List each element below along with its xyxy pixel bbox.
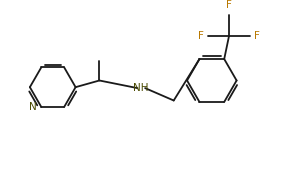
Text: N: N <box>29 102 36 112</box>
Text: NH: NH <box>133 83 148 93</box>
Text: F: F <box>226 1 232 10</box>
Text: F: F <box>254 31 260 41</box>
Text: F: F <box>198 31 204 41</box>
